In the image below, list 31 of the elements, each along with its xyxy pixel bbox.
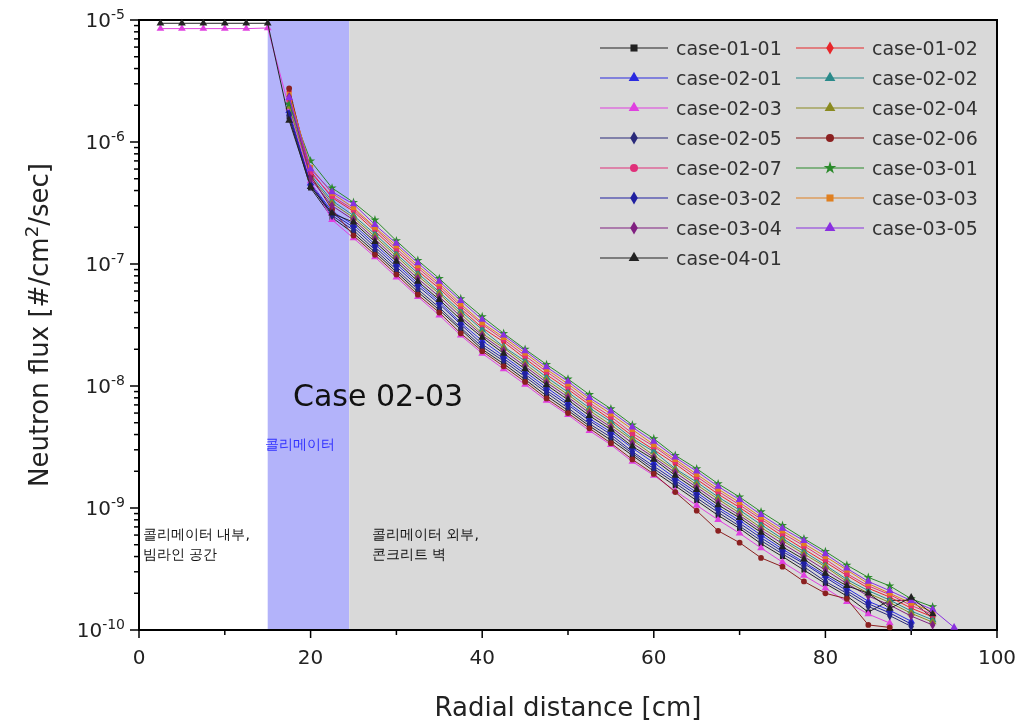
y-tick-label: 10$^{-9}$ (85, 494, 125, 520)
annotation: 콜리메이터 내부, 빔라인 공간 (143, 526, 250, 563)
annotation: 콜리메이터 외부, 콘크리트 벽 (372, 526, 479, 563)
y-tick-label: 10$^{-10}$ (76, 616, 125, 642)
legend-label: case-02-03 (676, 97, 782, 119)
legend-label: case-02-02 (872, 67, 978, 89)
x-tick-label: 40 (469, 645, 495, 669)
y-tick-label: 10$^{-7}$ (85, 250, 125, 276)
x-tick-label: 0 (132, 645, 146, 669)
x-tick-label: 60 (641, 645, 667, 669)
legend-label: case-04-01 (676, 247, 782, 269)
x-tick-label: 80 (812, 645, 839, 669)
legend-label: case-02-05 (676, 127, 782, 149)
legend-label: case-03-01 (872, 157, 978, 179)
y-tick-label: 10$^{-8}$ (85, 372, 125, 398)
legend-label: case-03-03 (872, 187, 978, 209)
legend-label: case-01-01 (676, 37, 782, 59)
y-tick-label: 10$^{-5}$ (85, 6, 125, 32)
legend-label: case-02-01 (676, 67, 782, 89)
legend-label: case-03-05 (872, 217, 978, 239)
x-tick-label: 20 (297, 645, 324, 669)
legend-label: case-02-07 (676, 157, 782, 179)
x-axis-title: Radial distance [cm] (434, 692, 702, 722)
legend-label: case-03-04 (676, 217, 782, 239)
x-tick-label: 100 (977, 645, 1017, 669)
legend-label: case-01-02 (872, 37, 978, 59)
legend-label: case-03-02 (676, 187, 782, 209)
legend-label: case-02-04 (872, 97, 978, 119)
legend-label: case-02-06 (872, 127, 978, 149)
y-tick-label: 10$^{-6}$ (85, 128, 126, 154)
annotation: Case 02-03 (293, 377, 464, 413)
